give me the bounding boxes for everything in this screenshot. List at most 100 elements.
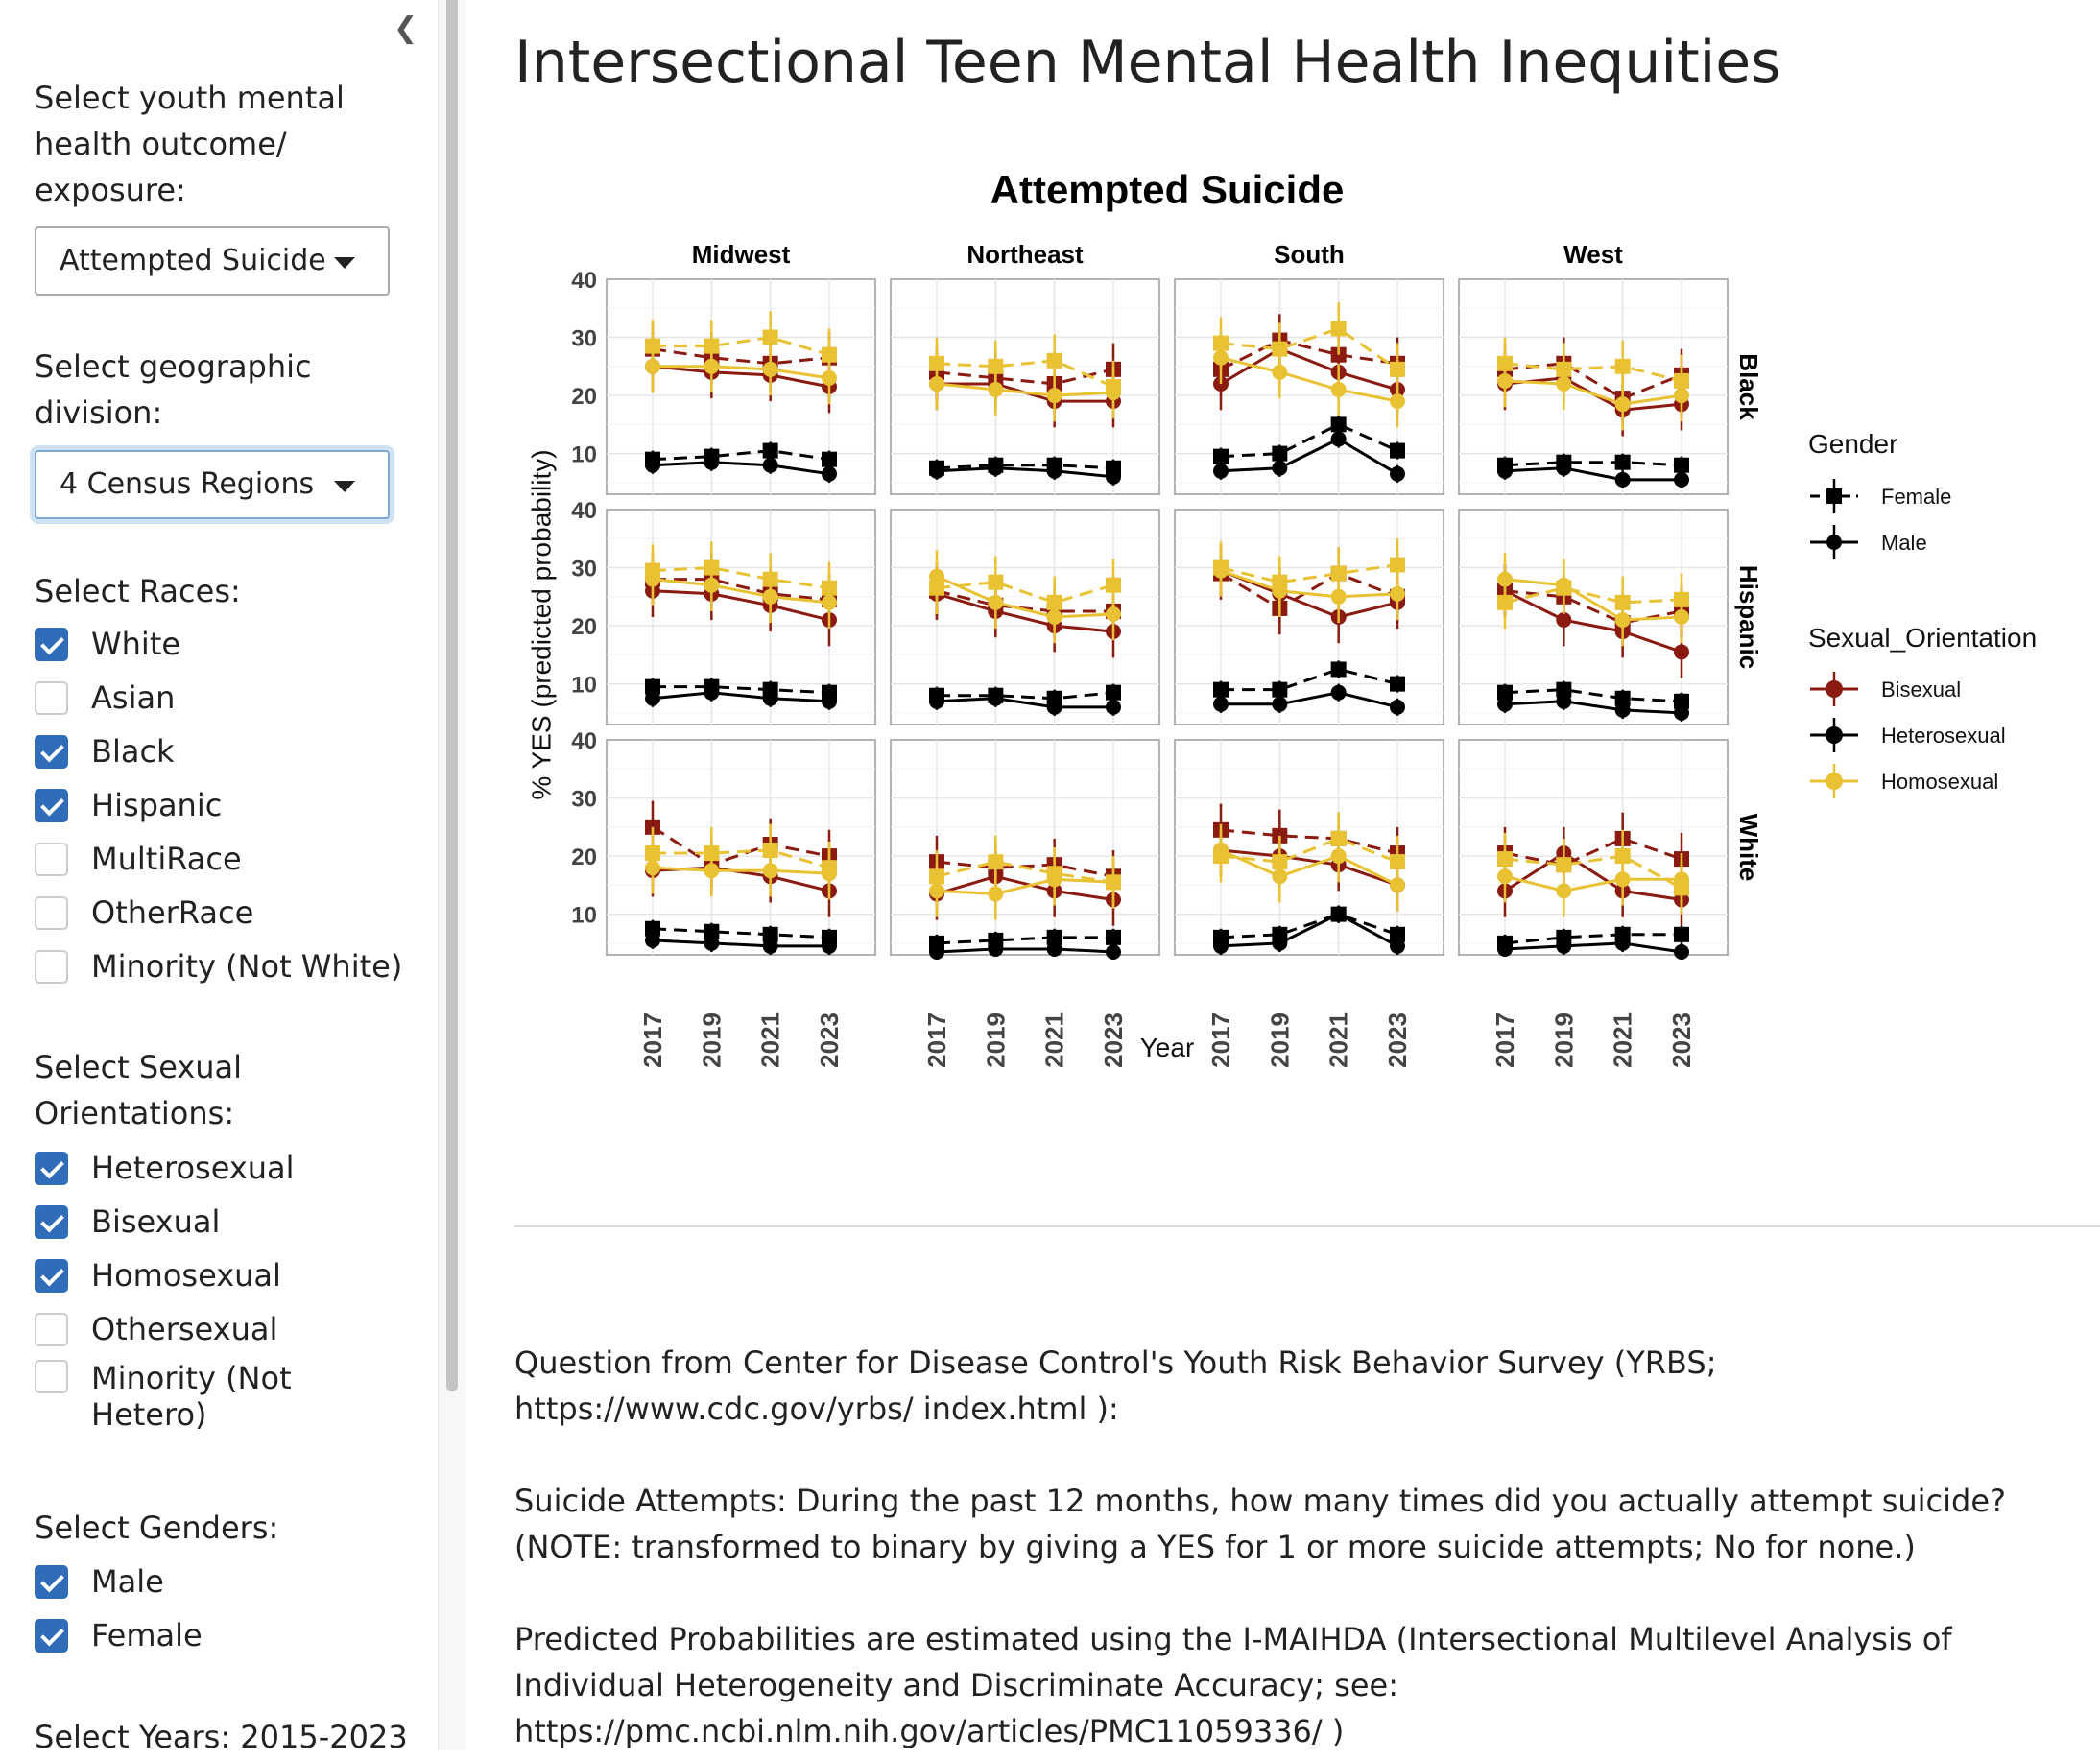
series-line-heterosexual-male	[1220, 912, 1398, 948]
collapse-sidebar-icon[interactable]: ❮	[394, 12, 418, 45]
data-point-circle	[1390, 585, 1405, 602]
facet-panel-hispanic-south	[1174, 509, 1444, 725]
series-line-homosexual-male	[1504, 578, 1682, 622]
checkbox-box[interactable]	[35, 1564, 68, 1599]
data-point-circle	[1614, 612, 1631, 629]
series-line-homosexual-female	[653, 336, 830, 357]
checkbox-box[interactable]	[35, 1151, 68, 1185]
data-point-circle	[1390, 938, 1405, 954]
gender-checkbox-female[interactable]: Female	[35, 1612, 203, 1658]
data-point-circle	[1272, 460, 1288, 476]
series-line-heterosexual-male	[652, 691, 830, 703]
facet-row-label: Hispanic	[1734, 565, 1763, 669]
checkbox-box[interactable]	[35, 895, 68, 930]
data-point-circle	[1272, 868, 1288, 885]
data-point-circle	[988, 460, 1004, 476]
race-checkbox-black[interactable]: Black	[35, 728, 175, 774]
data-point-circle	[1213, 349, 1229, 366]
data-point-square	[1614, 690, 1631, 706]
data-point-circle	[1330, 588, 1347, 605]
data-point-circle	[704, 358, 720, 374]
division-dropdown[interactable]: 4 Census Regions	[35, 450, 390, 519]
data-point-circle	[1106, 874, 1121, 891]
scrollbar-thumb[interactable]	[446, 0, 458, 1391]
x-tick-label: 2021	[756, 1012, 785, 1068]
data-point-circle	[822, 938, 837, 954]
race-checkbox-white[interactable]: White	[35, 621, 180, 667]
series-line-homosexual-male	[1504, 379, 1682, 406]
y-tick-label: 30	[571, 326, 597, 352]
orientation-checkbox-heterosexual[interactable]: Heterosexual	[35, 1145, 295, 1191]
data-point-circle	[822, 594, 837, 610]
checkbox-box[interactable]	[35, 680, 68, 715]
race-checkbox-asian[interactable]: Asian	[35, 675, 175, 721]
outcome-dropdown[interactable]: Attempted Suicide	[35, 226, 390, 296]
x-tick-label: 2019	[1265, 1012, 1294, 1068]
x-tick-label: 2017	[638, 1012, 667, 1068]
data-point-circle	[645, 358, 660, 374]
race-checkbox-multirace[interactable]: MultiRace	[35, 836, 242, 882]
series-line-bisexual-male	[936, 874, 1114, 901]
orientation-checkbox-bisexual[interactable]: Bisexual	[35, 1199, 220, 1245]
data-point-square	[704, 923, 720, 939]
checkbox-box[interactable]	[35, 842, 68, 876]
data-point-square	[822, 451, 837, 467]
checkbox-box[interactable]	[35, 788, 68, 822]
data-point-circle	[1046, 609, 1062, 625]
data-point-square	[1390, 361, 1405, 377]
data-point-circle	[1046, 871, 1062, 888]
series-line-heterosexual-male	[1504, 466, 1682, 482]
x-tick-label: 2017	[1491, 1012, 1519, 1068]
race-checkbox-hispanic[interactable]: Hispanic	[35, 782, 222, 828]
data-point-square	[645, 678, 660, 695]
orientation-checkbox-homosexual[interactable]: Homosexual	[35, 1252, 281, 1298]
checkbox-box[interactable]	[35, 627, 68, 661]
data-point-circle	[929, 693, 944, 709]
data-point-circle	[988, 594, 1004, 610]
data-point-circle	[704, 935, 720, 951]
series-line-heterosexual-male	[1504, 941, 1682, 954]
checkbox-label: Heterosexual	[91, 1150, 295, 1186]
data-point-circle	[645, 571, 660, 587]
race-checkbox-minority-not-white[interactable]: Minority (Not White)	[35, 943, 402, 989]
series-line-heterosexual-female	[653, 685, 830, 695]
facet-column-label: Midwest	[692, 240, 791, 269]
data-point-circle	[1497, 940, 1513, 957]
checkbox-box[interactable]	[35, 1258, 68, 1293]
y-tick-label: 10	[571, 673, 597, 699]
data-point-square	[1390, 676, 1405, 692]
data-point-square	[1390, 926, 1405, 942]
data-point-circle	[1330, 906, 1347, 922]
legend-key-square	[1826, 488, 1842, 504]
data-point-circle	[929, 943, 944, 960]
checkbox-box[interactable]	[35, 1360, 68, 1393]
legend-label-gender: Female	[1881, 485, 1951, 509]
checkbox-box[interactable]	[35, 1204, 68, 1239]
sidebar-scrollbar[interactable]	[438, 0, 465, 1750]
series-line-homosexual-female	[1220, 326, 1398, 371]
checkbox-box[interactable]	[35, 949, 68, 984]
checkbox-box[interactable]	[35, 734, 68, 769]
race-checkbox-otherrace[interactable]: OtherRace	[35, 890, 253, 936]
data-point-circle	[1106, 606, 1121, 622]
data-point-circle	[1497, 372, 1513, 389]
orientation-checkbox-othersexual[interactable]: Othersexual	[35, 1306, 277, 1352]
series-line-homosexual-female	[1220, 837, 1398, 864]
checkbox-box[interactable]	[35, 1618, 68, 1653]
x-tick-label: 2023	[1099, 1012, 1128, 1068]
legend-key-circle	[1826, 726, 1843, 744]
series-line-bisexual-female	[1220, 338, 1398, 371]
data-point-circle	[1330, 431, 1347, 447]
races-label: Select Races:	[35, 573, 241, 609]
sidebar: ❮ Select youth mental health outcome/ ex…	[0, 0, 438, 1755]
checkbox-label: Female	[91, 1617, 203, 1653]
data-point-circle	[822, 693, 837, 709]
data-point-circle	[1497, 868, 1513, 885]
series-line-bisexual-male	[1504, 851, 1682, 901]
data-point-circle	[1213, 463, 1229, 479]
data-point-circle	[1674, 871, 1689, 888]
orientation-checkbox-minority-not-hetero[interactable]: Minority (Not Hetero)	[35, 1360, 379, 1433]
data-point-circle	[1497, 571, 1513, 587]
checkbox-box[interactable]	[35, 1312, 68, 1346]
gender-checkbox-male[interactable]: Male	[35, 1558, 164, 1605]
